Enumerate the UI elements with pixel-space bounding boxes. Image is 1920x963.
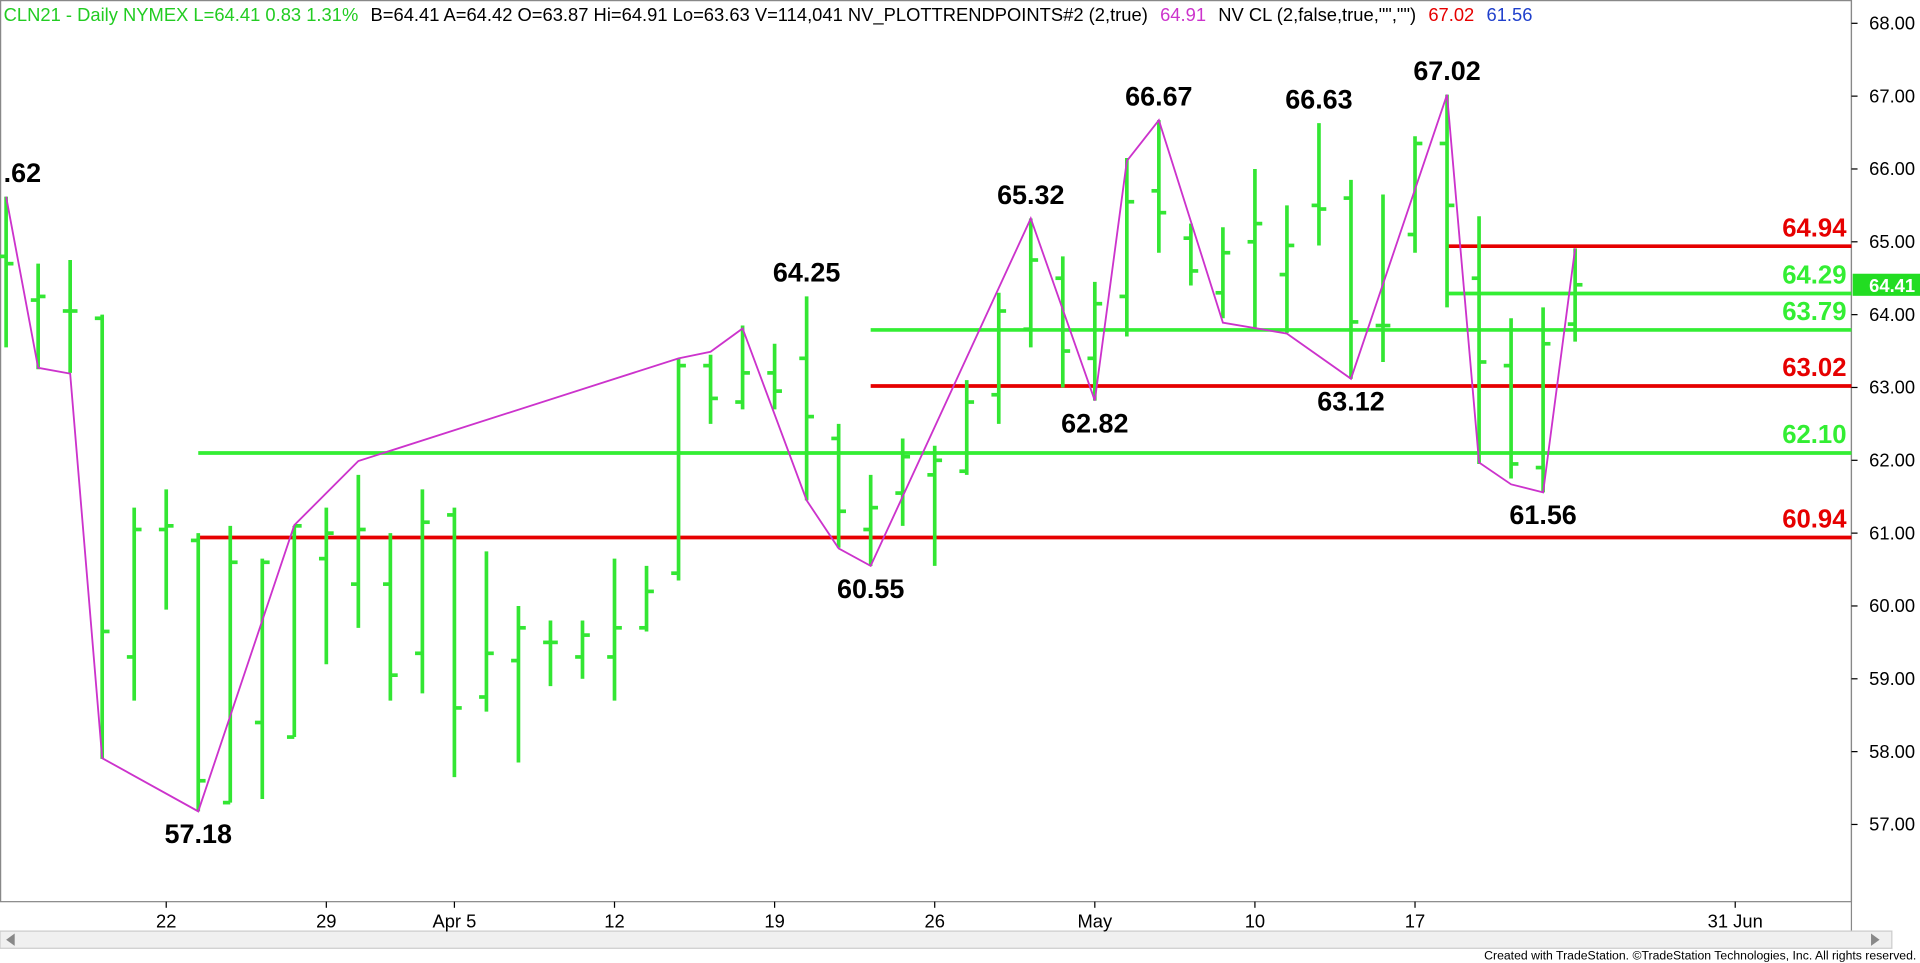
level-label: 60.94: [1782, 506, 1847, 534]
x-tick-label: May: [1077, 910, 1112, 931]
x-tick-label: 22: [156, 910, 176, 931]
scrollbar[interactable]: [0, 930, 1893, 949]
x-tick-label: 17: [1405, 910, 1425, 931]
header-part: 67.02: [1428, 4, 1474, 25]
swing-label: .62: [4, 158, 41, 188]
last-price-box: [1852, 273, 1920, 296]
y-tick-label: 62.00: [1869, 449, 1915, 470]
y-tick-label: 59.00: [1869, 668, 1915, 689]
x-tick-label: 19: [764, 910, 784, 931]
x-tick-label: 12: [604, 910, 624, 931]
swing-label: 66.67: [1125, 81, 1192, 111]
scroll-left[interactable]: [6, 933, 15, 946]
swing-label: 65.32: [997, 180, 1064, 210]
x-tick-label: 29: [316, 910, 336, 931]
y-tick-label: 61.00: [1869, 522, 1915, 543]
level-label: 64.94: [1782, 214, 1847, 242]
swing-label: 66.63: [1285, 84, 1352, 114]
level-label: 63.79: [1782, 298, 1846, 326]
header-part: CLN21 - Daily NYMEX L=64.41 0.83 1.31%: [4, 4, 359, 25]
y-tick-label: 65.00: [1869, 231, 1915, 252]
x-tick-label: Apr 5: [432, 910, 476, 931]
header-part: 64.91: [1160, 4, 1206, 25]
header-part: 61.56: [1487, 4, 1533, 25]
y-tick-label: 60.00: [1869, 595, 1915, 616]
last-price-label: 64.41: [1869, 275, 1915, 296]
y-tick-label: 68.00: [1869, 12, 1915, 33]
level-label: 63.02: [1782, 354, 1846, 382]
y-tick-label: 63.00: [1869, 377, 1915, 398]
swing-label: 67.02: [1413, 56, 1480, 86]
y-tick-label: 58.00: [1869, 741, 1915, 762]
footer: Created with TradeStation. ©TradeStation…: [1484, 948, 1916, 962]
plot-layer: 64.94 64.29 63.79 63.02 62.10 60.94 .62 57.18 64…: [0, 56, 1852, 849]
y-tick-label: 57.00: [1869, 814, 1915, 835]
header: CLN21 - Daily NYMEX L=64.41 0.83 1.31% B=…: [4, 4, 1533, 26]
swing-label: 61.56: [1509, 500, 1576, 530]
header-part: B=64.41 A=64.42 O=63.87 Hi=64.91 Lo=63.6…: [371, 4, 1148, 26]
level-label: 64.29: [1782, 262, 1846, 290]
swing-label: 63.12: [1317, 387, 1384, 417]
y-tick-label: 66.00: [1869, 158, 1915, 179]
x-tick-label: 31 Jun: [1708, 910, 1763, 931]
swing-label: 60.55: [837, 574, 904, 604]
swing-label: 57.18: [165, 819, 232, 849]
x-tick-label: 10: [1245, 910, 1265, 931]
header-part: NV CL (2,false,true,"",""): [1218, 4, 1416, 25]
level-label: 62.10: [1782, 421, 1846, 449]
x-tick-label: 26: [924, 910, 944, 931]
swing-label: 62.82: [1061, 408, 1128, 438]
y-tick-label: 67.00: [1869, 85, 1915, 106]
swing-label: 64.25: [773, 258, 840, 288]
y-tick-label: 64.00: [1869, 304, 1915, 325]
trend-line: [5, 94, 1577, 813]
scroll-right[interactable]: [1871, 933, 1880, 946]
